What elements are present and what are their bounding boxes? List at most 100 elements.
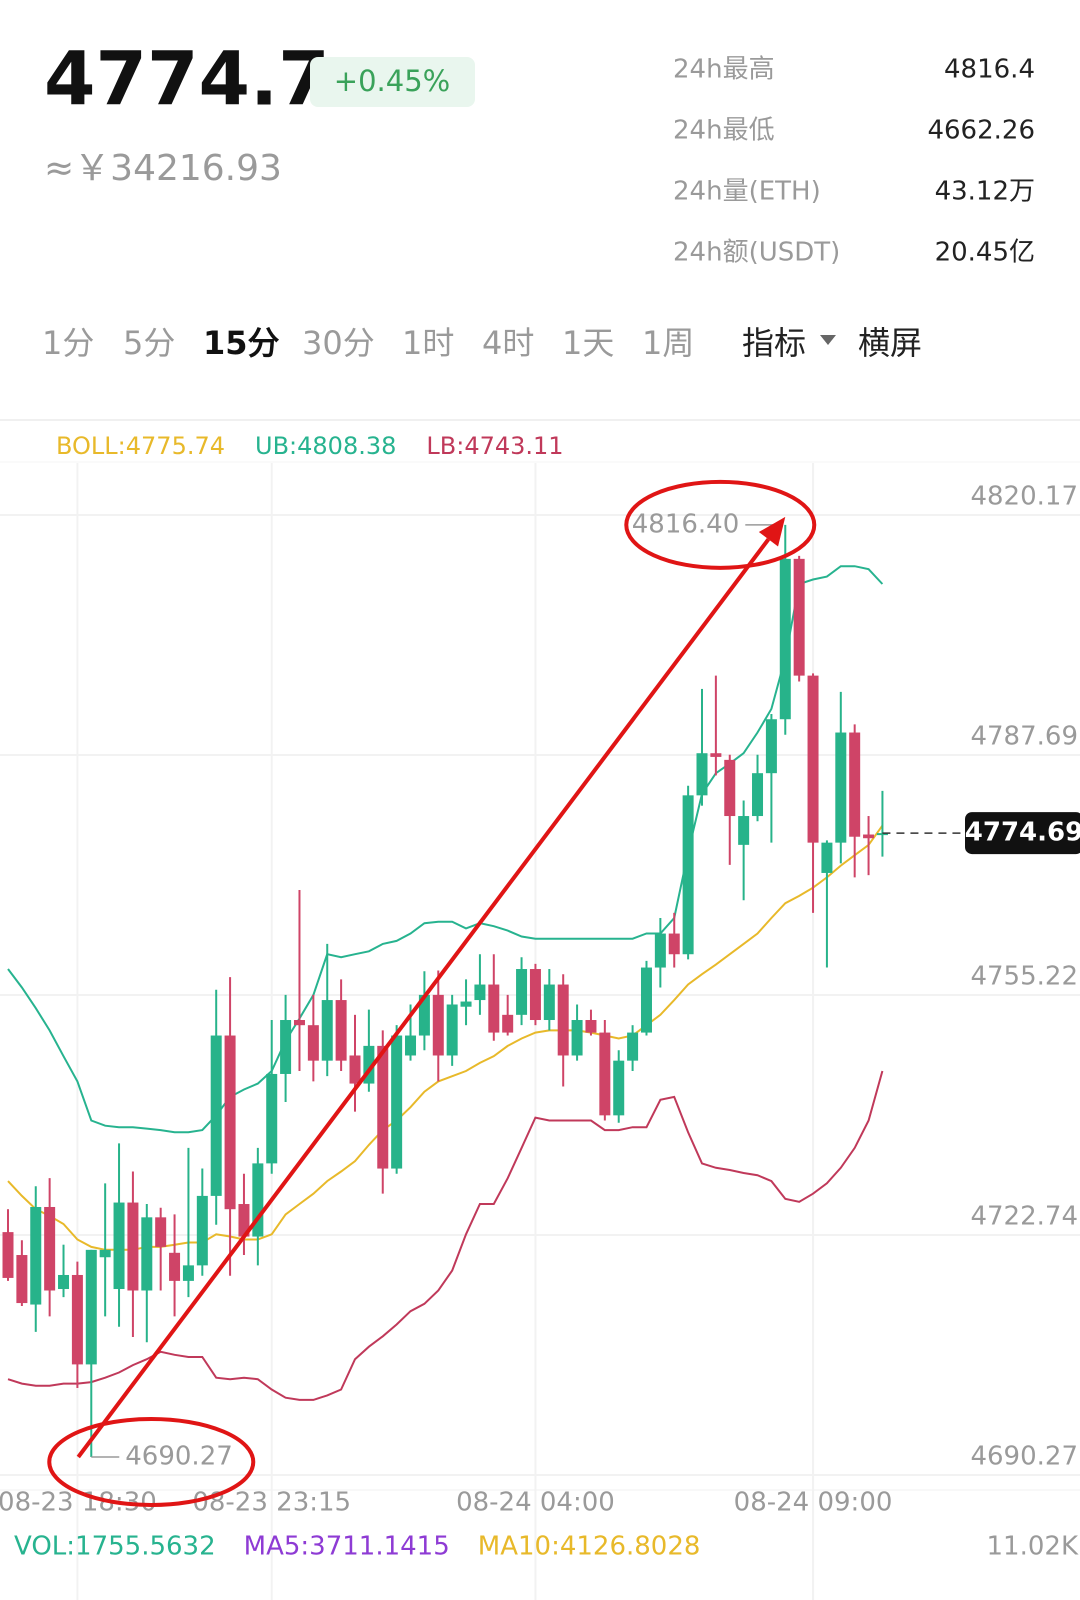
- candle-body: [876, 833, 888, 836]
- dropdown-icon: [820, 335, 836, 345]
- volume-scale: 11.02K: [987, 1532, 1079, 1562]
- candle-body: [529, 969, 541, 1021]
- stat-label: 24h最高: [673, 55, 775, 85]
- candle-body: [266, 1073, 278, 1164]
- indicator-legend: UB:4808.38: [255, 432, 396, 460]
- indicator-button[interactable]: 指标: [742, 324, 806, 362]
- stat-label: 24h额(USDT): [673, 238, 840, 268]
- candle-body: [349, 1055, 361, 1084]
- low-label: 4690.27: [125, 1442, 233, 1472]
- candle-body: [474, 984, 486, 1001]
- stat-value: 20.45亿: [935, 238, 1035, 268]
- candle-body: [405, 1035, 417, 1056]
- candle-body: [849, 732, 861, 837]
- candle-body: [224, 1035, 236, 1210]
- indicator-legend: LB:4743.11: [426, 432, 563, 460]
- volume-legend: VOL:1755.5632: [14, 1532, 216, 1562]
- candle-body: [752, 773, 764, 817]
- candle-body: [391, 1035, 403, 1169]
- candle-body: [418, 994, 430, 1036]
- candle-body: [321, 1000, 333, 1061]
- cny-price: ≈￥34216.93: [44, 148, 282, 189]
- candle-body: [280, 1020, 292, 1074]
- candle-body: [377, 1045, 389, 1169]
- candle-body: [210, 1035, 222, 1196]
- volume-legend: MA10:4126.8028: [478, 1532, 701, 1562]
- candle-body: [113, 1202, 125, 1290]
- stat-label: 24h最低: [673, 116, 775, 146]
- timeframe-tab[interactable]: 1周: [642, 324, 694, 362]
- highlight-circle: [47, 1417, 256, 1507]
- volume-legend: MA5:3711.1415: [244, 1532, 450, 1562]
- candle-body: [335, 1000, 347, 1061]
- candle-body: [141, 1217, 153, 1291]
- candle-body: [16, 1255, 28, 1304]
- candle-body: [363, 1045, 375, 1084]
- y-tick-label: 4787.69: [970, 722, 1078, 752]
- candle-body: [807, 675, 819, 843]
- stat-value: 43.12万: [935, 177, 1035, 207]
- candle-body: [196, 1195, 208, 1266]
- y-tick-label: 4820.17: [970, 482, 1078, 512]
- timeframe-tab[interactable]: 5分: [123, 324, 175, 362]
- stat-value: 4816.4: [944, 55, 1035, 85]
- y-tick-label: 4755.22: [970, 962, 1078, 992]
- timeframe-tab[interactable]: 1天: [562, 324, 614, 362]
- x-tick-label: 08-24 04:00: [456, 1488, 615, 1518]
- candle-body: [155, 1217, 167, 1247]
- candle-body: [127, 1202, 139, 1291]
- candle-body: [585, 1020, 597, 1033]
- candle-body: [488, 984, 500, 1033]
- candle-body: [668, 933, 680, 955]
- timeframe-tab[interactable]: 1时: [402, 324, 454, 362]
- candle-body: [696, 753, 708, 796]
- candle-body: [863, 834, 875, 839]
- candle-body: [543, 984, 555, 1021]
- y-tick-label: 4722.74: [970, 1202, 1078, 1232]
- candle-body: [710, 753, 722, 757]
- candle-body: [99, 1249, 111, 1258]
- timeframe-tab[interactable]: 4时: [482, 324, 534, 362]
- candle-body: [238, 1204, 250, 1237]
- candle-body: [682, 795, 694, 955]
- indicator-line: [7, 565, 884, 1134]
- candle-body: [557, 984, 569, 1056]
- candle-body: [738, 816, 750, 845]
- change: +0.45%: [334, 64, 450, 98]
- candle-body: [252, 1163, 264, 1237]
- timeframe-tab[interactable]: 15分: [203, 324, 280, 362]
- trend-arrowhead: [758, 516, 786, 547]
- highlight-circle: [624, 479, 817, 570]
- candle-body: [654, 933, 666, 968]
- candle-body: [460, 1001, 472, 1007]
- candle-body: [613, 1060, 625, 1116]
- timeframe-tab[interactable]: 1分: [42, 324, 94, 362]
- timeframe-tab[interactable]: 30分: [302, 324, 375, 362]
- change-pill: [310, 57, 475, 107]
- candle-body: [835, 732, 847, 843]
- candle-body: [640, 967, 652, 1033]
- indicator-line: [7, 825, 884, 1251]
- candle-body: [599, 1032, 611, 1116]
- price: 4774.7: [44, 37, 330, 123]
- candle-body: [85, 1249, 97, 1365]
- landscape-button[interactable]: 横屏: [858, 324, 922, 362]
- indicator-legend: BOLL:4775.74: [56, 432, 225, 460]
- candle-body: [30, 1206, 42, 1305]
- candle-body: [516, 969, 528, 1015]
- candle-body: [71, 1274, 83, 1365]
- candle-body: [571, 1020, 583, 1056]
- x-tick-label: 08-24 09:00: [734, 1488, 893, 1518]
- candle-body: [293, 1020, 305, 1026]
- trend-arrow: [76, 538, 771, 1459]
- y-tick-label: 4690.27: [970, 1442, 1078, 1472]
- stat-label: 24h量(ETH): [673, 177, 821, 207]
- candle-body: [627, 1032, 639, 1061]
- candle-body: [793, 558, 805, 676]
- candle-body: [44, 1206, 56, 1291]
- candle-body: [765, 719, 777, 774]
- candle-body: [724, 759, 736, 817]
